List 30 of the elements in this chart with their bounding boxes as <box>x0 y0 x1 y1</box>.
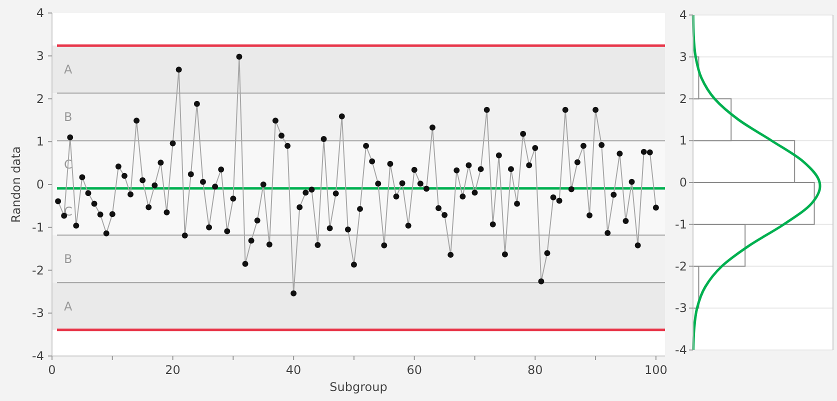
y-tick-label: -2 <box>675 259 687 274</box>
y-tick-label: 0 <box>36 178 44 192</box>
y-tick-label: -1 <box>32 220 44 234</box>
y-tick-label: 2 <box>36 92 44 106</box>
band-label: A <box>64 62 73 76</box>
y-tick-label: -4 <box>32 349 44 363</box>
x-tick-label: 60 <box>406 363 422 377</box>
x-tick-label: 0 <box>48 363 56 377</box>
x-tick-label: 100 <box>644 363 668 377</box>
x-tick-label: 40 <box>286 363 302 377</box>
y-axis-title: Randon data <box>9 146 23 223</box>
x-tick-label: 80 <box>528 363 543 377</box>
y-tick-label: 4 <box>679 8 687 22</box>
y-tick-label: 3 <box>679 50 687 64</box>
y-tick-label: -2 <box>32 263 44 278</box>
y-tick-label: 1 <box>679 134 687 148</box>
y-tick-label: 2 <box>679 92 687 106</box>
y-tick-label: -3 <box>32 306 44 320</box>
y-tick-label: -4 <box>675 343 687 357</box>
y-tick-label: 4 <box>36 6 44 20</box>
y-tick-label: 1 <box>36 134 44 149</box>
band-label: B <box>64 252 72 266</box>
x-tick-label: 20 <box>165 363 180 377</box>
band-label: B <box>64 110 72 124</box>
y-tick-label: -1 <box>675 217 687 232</box>
x-axis-title: Subgroup <box>330 380 388 394</box>
y-tick-label: 0 <box>679 176 687 190</box>
band-label: A <box>64 299 73 314</box>
y-tick-label: -3 <box>675 301 687 316</box>
y-tick-label: 3 <box>36 48 44 63</box>
